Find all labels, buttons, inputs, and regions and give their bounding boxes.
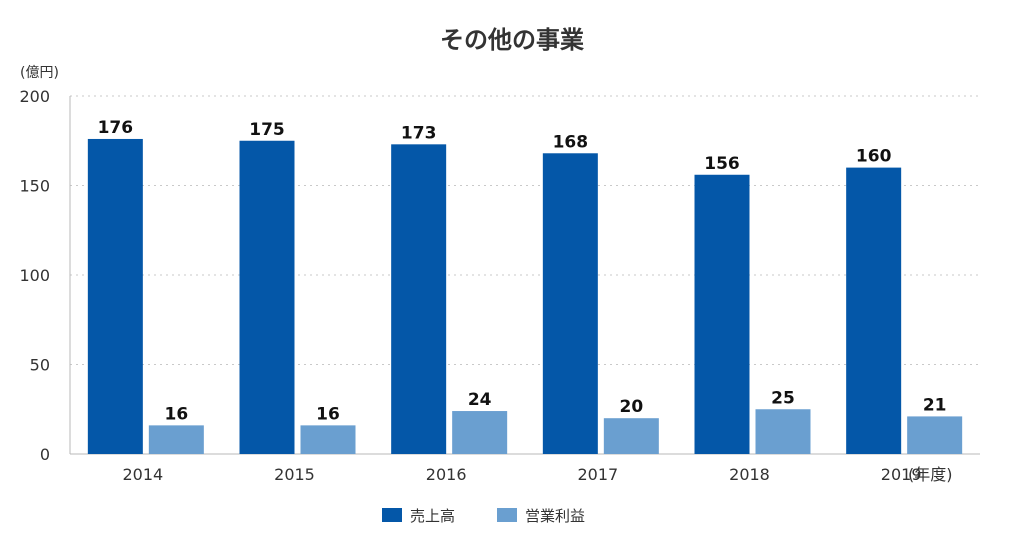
x-tick-label: 2015 [274,465,315,484]
bar-value-label: 21 [923,395,947,415]
x-tick-label: 2016 [426,465,467,484]
legend: 売上高 営業利益 [382,507,585,525]
bar-operating-profit-2014 [148,425,204,454]
bar-sales-2017 [542,153,598,454]
bars [87,138,963,454]
y-tick-label: 150 [19,177,50,196]
bar-value-label: 173 [401,123,437,143]
y-tick-label: 0 [40,445,50,464]
bar-value-label: 160 [856,147,892,167]
bar-sales-2016 [391,144,447,454]
legend-label-sales: 売上高 [410,507,455,525]
bar-sales-2019 [846,167,902,454]
y-axis-unit-label: (億円) [20,65,59,81]
bar-operating-profit-2016 [452,411,508,454]
bar-operating-profit-2019 [907,416,963,454]
bar-operating-profit-2017 [603,418,659,454]
bar-value-label: 175 [249,120,285,140]
bar-value-label: 16 [164,404,188,424]
bar-sales-2018 [694,174,750,454]
bar-value-label: 20 [619,397,643,417]
y-tick-label: 200 [19,87,50,106]
bar-value-label: 24 [468,390,492,410]
bar-value-label: 176 [98,118,134,138]
bar-operating-profit-2015 [300,425,356,454]
x-tick-label: 2018 [729,465,770,484]
bar-sales-2015 [239,140,295,454]
x-tick-label: 2019 [881,465,922,484]
legend-swatch-sales [382,508,402,522]
bar-value-label: 25 [771,388,795,408]
legend-label-operating-profit: 営業利益 [525,507,585,525]
x-tick-label: 2014 [122,465,163,484]
x-axis-unit-label: (年度) [908,465,953,484]
legend-swatch-operating-profit [497,508,517,522]
bar-value-label: 156 [704,154,740,174]
bar-operating-profit-2018 [755,409,811,454]
bar-value-label: 16 [316,404,340,424]
chart-title: その他の事業 [440,26,584,54]
grid-lines [70,95,980,365]
bar-value-label: 168 [553,132,589,152]
bar-sales-2014 [87,138,143,454]
x-tick-label: 2017 [577,465,618,484]
bar-value-labels: 176 16 175 16 173 24 168 20 156 25 160 21 [98,118,947,424]
y-tick-label: 50 [30,356,50,375]
y-tick-label: 100 [19,266,50,285]
